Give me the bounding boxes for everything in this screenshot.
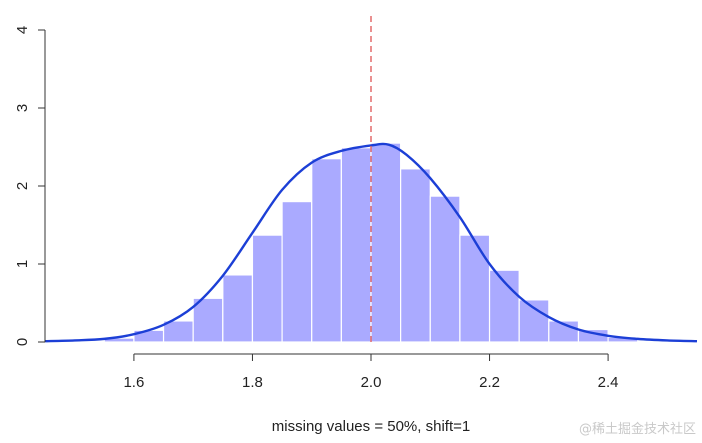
histogram-bar [518,299,550,343]
histogram-bar [222,274,254,343]
histogram-bar [400,168,431,343]
histogram-bar [192,297,224,343]
density-curve [44,142,698,343]
y-tick-label: 0 [14,338,31,346]
y-tick-label: 4 [14,26,31,34]
x-tick-label: 2.0 [361,374,382,391]
histogram-bars [103,142,639,343]
x-tick-label: 2.2 [479,374,500,391]
x-axis-label: missing values = 50%, shift=1 [272,418,470,435]
x-tick-label: 2.4 [598,374,619,391]
histogram-bar [251,234,283,343]
axes: 0 1 2 3 4 1.6 1.8 2.0 2.2 2.4 [14,26,619,391]
histogram-bar [429,195,461,343]
histogram-bar [311,158,342,343]
histogram-bar [162,320,194,343]
x-tick-label: 1.6 [123,374,144,391]
watermark: @稀土掘金技术社区 [578,422,696,437]
x-tick-label: 1.8 [242,374,263,391]
histogram-bar [281,201,313,343]
y-tick-label: 1 [14,260,31,268]
histogram-bar [459,234,491,343]
histogram-bar [340,147,372,343]
density-layer [44,142,698,343]
histogram-bar [370,142,402,343]
y-tick-label: 3 [14,104,31,112]
y-tick-label: 2 [14,182,31,190]
